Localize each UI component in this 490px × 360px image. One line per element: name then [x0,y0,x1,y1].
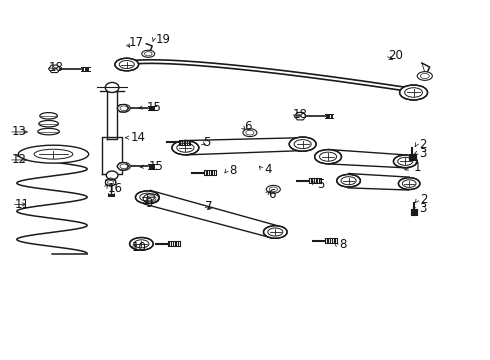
Polygon shape [294,112,306,120]
Ellipse shape [38,129,59,135]
Polygon shape [105,178,116,186]
Text: 5: 5 [318,178,325,191]
Text: 18: 18 [293,108,308,121]
Text: 10: 10 [132,241,147,254]
Ellipse shape [417,72,432,80]
Ellipse shape [118,162,130,170]
Ellipse shape [105,179,116,186]
Text: 1: 1 [414,161,421,174]
Ellipse shape [337,174,361,187]
Text: 8: 8 [229,164,237,177]
Polygon shape [117,163,129,170]
Text: 2: 2 [419,138,426,150]
Text: 13: 13 [11,125,26,139]
Text: 5: 5 [203,136,211,149]
Text: 2: 2 [420,193,427,206]
Ellipse shape [115,58,139,71]
Polygon shape [327,149,406,168]
Ellipse shape [142,50,155,57]
Ellipse shape [172,141,199,155]
Polygon shape [107,91,118,139]
Circle shape [106,171,118,180]
Text: 12: 12 [11,153,26,166]
Polygon shape [102,137,122,174]
Ellipse shape [315,150,342,164]
Ellipse shape [39,121,58,127]
Ellipse shape [400,85,428,100]
Polygon shape [348,174,410,190]
Ellipse shape [398,178,420,189]
Polygon shape [144,190,278,238]
Polygon shape [49,65,60,73]
Ellipse shape [118,104,130,112]
Text: 14: 14 [131,131,146,144]
Text: 9: 9 [146,197,153,210]
Text: 16: 16 [107,182,122,195]
Polygon shape [117,104,129,112]
Ellipse shape [264,226,287,238]
Text: 18: 18 [49,61,63,74]
Ellipse shape [18,145,89,163]
Polygon shape [185,138,303,155]
Text: 19: 19 [156,32,171,46]
Ellipse shape [267,185,280,193]
Text: 6: 6 [244,120,251,133]
Text: 3: 3 [419,147,426,159]
Text: 7: 7 [205,201,213,213]
Ellipse shape [40,113,57,119]
Circle shape [105,82,119,93]
Text: 15: 15 [148,160,163,173]
Ellipse shape [243,129,257,136]
Text: 6: 6 [269,188,276,201]
Ellipse shape [143,194,159,203]
Text: 4: 4 [265,163,272,176]
Ellipse shape [129,238,153,250]
Ellipse shape [393,155,417,168]
Text: 8: 8 [339,238,346,251]
Ellipse shape [135,191,159,203]
Text: 17: 17 [129,36,144,49]
Text: 11: 11 [14,198,29,211]
Text: 3: 3 [419,202,426,215]
Text: 15: 15 [147,101,161,114]
Ellipse shape [289,137,316,151]
Text: 20: 20 [388,49,403,62]
